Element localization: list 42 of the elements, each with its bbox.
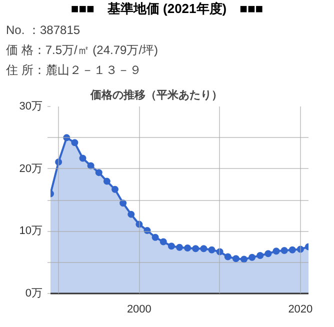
point	[71, 139, 78, 146]
point	[152, 234, 159, 241]
point	[112, 186, 118, 193]
y-tick-label: 10万	[19, 225, 43, 238]
point	[264, 250, 272, 258]
point	[87, 162, 94, 170]
x-tick-label: 2000	[126, 304, 152, 316]
point	[216, 248, 224, 256]
y-tick-label: 20万	[19, 162, 43, 175]
point	[280, 246, 288, 254]
point	[128, 210, 135, 218]
point	[120, 200, 127, 207]
point	[232, 255, 240, 262]
chart-subtitle: 価格の推移（平米あたり）	[90, 88, 222, 102]
point	[144, 227, 151, 234]
point	[288, 246, 296, 254]
point	[192, 245, 200, 252]
point	[272, 248, 280, 255]
point	[256, 252, 264, 259]
point	[168, 242, 175, 250]
point	[136, 220, 143, 228]
point	[103, 178, 110, 185]
point	[208, 246, 216, 254]
point	[160, 238, 167, 246]
text: 価 格：7.5万/㎡ (24.79万/坪)	[6, 42, 158, 59]
point	[248, 254, 256, 261]
y-tick-label: 30万	[19, 100, 43, 112]
text: 住 所：麓山２－１３－９	[6, 62, 142, 79]
point	[63, 134, 70, 142]
point	[95, 169, 102, 176]
text: No. ：387815	[6, 22, 80, 39]
point	[224, 253, 232, 260]
point	[296, 246, 304, 253]
point	[184, 244, 192, 252]
point	[176, 244, 183, 251]
point	[79, 154, 86, 162]
point	[240, 256, 248, 263]
x-tick-label: 2020	[288, 304, 313, 316]
point	[200, 245, 208, 252]
chart-title: ■■■ 基準地価 (2021年度) ■■■	[70, 0, 264, 18]
point	[55, 158, 62, 166]
y-tick-label: 0万	[25, 288, 43, 300]
